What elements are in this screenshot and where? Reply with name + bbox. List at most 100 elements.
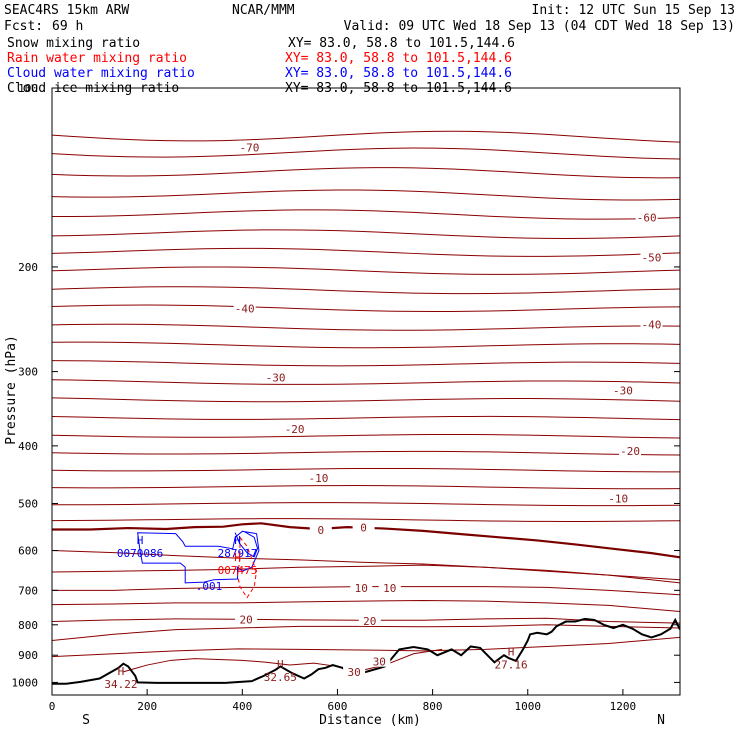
rain-water-contour (237, 536, 258, 599)
contour-label-bg (378, 581, 401, 594)
temperature-label: 30 (347, 666, 360, 679)
contour-label-bg (235, 612, 258, 625)
temperature-contours (52, 130, 680, 673)
cloud-water-contour (137, 530, 260, 584)
temperature-label: 30 (373, 656, 386, 669)
temperature-label: -10 (308, 472, 328, 485)
temperature-label: 20 (239, 613, 252, 626)
x-tick-label: 0 (49, 700, 56, 713)
temperature-contour (52, 502, 680, 507)
x-tick-label: 1200 (610, 700, 637, 713)
temperature-label: -40 (235, 303, 255, 316)
temperature-contour (52, 599, 680, 613)
cloud-water-max-left-h: H (137, 534, 144, 547)
contour-label-bg (233, 301, 256, 314)
x-axis: 0 200 400 600 800 1000 1200 (49, 689, 636, 713)
y-axis-label: Pressure (hPa) (4, 335, 19, 445)
cloud-water-max-h: H (234, 534, 241, 547)
rain-water-max-value: 007475 (218, 564, 258, 577)
temperature-contour (52, 564, 680, 584)
terrain-high-value: 27.16 (495, 658, 528, 671)
temperature-label: -10 (608, 492, 628, 505)
temperature-contour (52, 229, 680, 239)
header-fcst-value: 69 h (52, 19, 83, 34)
header-fcst-label: Fcst: (4, 19, 43, 34)
temperature-label: -20 (620, 445, 640, 458)
temperature-contour (52, 485, 680, 490)
rain-water-max-h: H (234, 551, 241, 564)
terrain-high-value: 34.22 (104, 678, 137, 691)
temperature-contour (52, 415, 680, 421)
contour-label-bg (611, 383, 634, 396)
cloud-water-max-left-value: 0070086 (117, 547, 163, 560)
x-axis-left-end: S (82, 713, 90, 728)
contour-label-bg (307, 470, 330, 483)
temperature-label: -30 (613, 385, 633, 398)
temperature-contour (52, 323, 680, 331)
temperature-contour (52, 286, 680, 295)
cloud-water-max-value: 287917 (218, 547, 258, 560)
legend-cloudwater-xy: XY= 83.0, 58.8 to 101.5,144.6 (285, 66, 512, 81)
legend-rain-xy: XY= 83.0, 58.8 to 101.5,144.6 (285, 51, 512, 66)
contour-label-bg (238, 140, 261, 153)
y-tick-label: 400 (18, 440, 38, 453)
temperature-label: 20 (363, 615, 376, 628)
contour-label-bg (343, 664, 366, 677)
temperature-contour (52, 304, 680, 313)
temperature-contour (52, 467, 680, 473)
cloud-water-contour-label: .001 (196, 580, 223, 593)
contour-label-bg (640, 250, 663, 263)
y-tick-label: 800 (18, 619, 38, 632)
contour-label-bg (607, 491, 630, 504)
temperature-label: 0 (317, 524, 324, 537)
legend-rain-name: Rain water mixing ratio (7, 51, 187, 66)
legend-snow-xy: XY= 83.0, 58.8 to 101.5,144.6 (288, 36, 515, 51)
terrain-high-h: H (277, 658, 284, 671)
freezing-level-contour (52, 522, 680, 559)
legend: Snow mixing ratio XY= 83.0, 58.8 to 101.… (7, 36, 515, 96)
y-tick-label: 700 (18, 584, 38, 597)
y-tick-label: 200 (18, 261, 38, 274)
plot-frame (51, 87, 681, 696)
temperature-label: -30 (266, 372, 286, 385)
temperature-label: -60 (637, 211, 657, 224)
terrain-high-value: 32.65 (264, 671, 297, 684)
terrain-high-h: H (118, 665, 125, 678)
y-tick-label: 500 (18, 497, 38, 510)
contour-labels: -70 -60 -50 -40 -40 -30 -30 -20 -20 -10 -10 0 0 10 10 2… (104, 140, 663, 691)
terrain-line (52, 617, 680, 685)
temperature-contour (52, 189, 680, 201)
y-tick-label: 100 (18, 82, 38, 95)
contour-label-bg (619, 443, 642, 456)
x-tick-label: 400 (232, 700, 252, 713)
temperature-label: -50 (642, 252, 662, 265)
temperature-contour (52, 397, 680, 403)
temperature-label: -70 (240, 142, 260, 155)
x-tick-label: 1000 (515, 700, 542, 713)
contour-label-bg (283, 422, 306, 435)
temperature-label: -40 (642, 319, 662, 332)
terrain-layer (52, 617, 680, 685)
contour-label-bg (352, 520, 375, 533)
temperature-contour (52, 247, 680, 257)
temperature-contour (52, 341, 680, 349)
temperature-contour (52, 434, 680, 439)
plot-area: -70 -60 -50 -40 -40 -30 -30 -20 -20 -10 -10 0 0 10 10 2… (12, 82, 681, 713)
y-tick-label: 600 (18, 545, 38, 558)
temperature-contour (52, 379, 680, 385)
x-tick-label: 600 (328, 700, 348, 713)
temperature-contour (52, 450, 680, 456)
y-tick-label: 300 (18, 366, 38, 379)
contour-label-bg (368, 654, 391, 667)
legend-snow-name: Snow mixing ratio (7, 36, 140, 51)
header-valid: Valid: 09 UTC Wed 18 Sep 13 (04 CDT Wed … (344, 19, 735, 34)
x-axis-label: Distance (km) (319, 713, 421, 728)
legend-cloudwater-name: Cloud water mixing ratio (7, 66, 195, 81)
temperature-contour (52, 167, 680, 179)
y-tick-label: 900 (18, 649, 38, 662)
temperature-contour (52, 550, 680, 581)
x-axis-right-end: N (657, 713, 665, 728)
temperature-contour (52, 209, 680, 220)
